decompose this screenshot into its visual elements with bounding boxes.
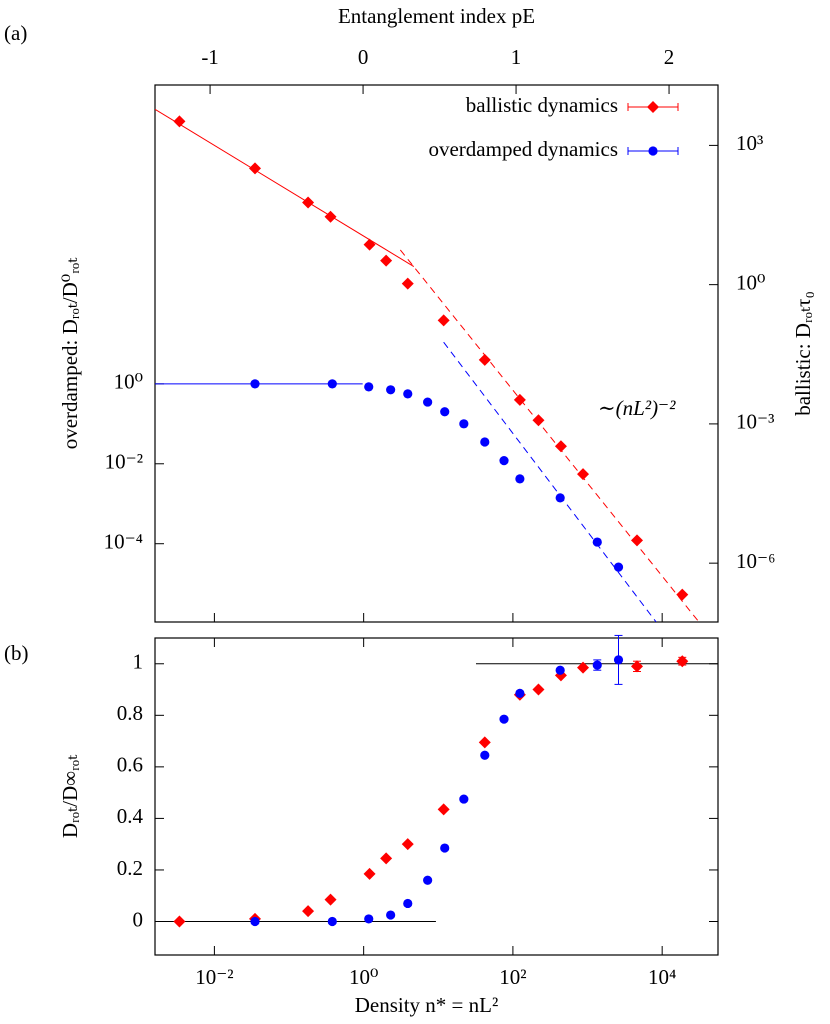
- diamond-marker: [577, 661, 590, 674]
- y2-axis-label: ballistic: Dᵣₒₜτ₀: [791, 291, 815, 416]
- diamond-marker: [363, 867, 376, 880]
- circle-marker: [459, 419, 469, 429]
- circle-marker: [327, 916, 337, 927]
- legend-marker: [647, 101, 659, 113]
- panel-label: (a): [4, 21, 27, 45]
- diamond-marker: [513, 393, 526, 406]
- x-tick-label: 10⁴: [648, 965, 676, 989]
- y-tick-label: 10⁻²: [105, 450, 143, 474]
- x-tick-label: 10⁰: [349, 965, 378, 989]
- circle-marker: [364, 914, 374, 924]
- circle-marker: [459, 794, 469, 804]
- legend-marker: [648, 146, 658, 156]
- diamond-marker: [401, 838, 414, 851]
- diamond-marker: [324, 210, 337, 223]
- plot-frame: [154, 637, 719, 956]
- y-tick-label: 0.4: [117, 804, 144, 828]
- fit-line: [155, 108, 415, 268]
- y-tick-label: 0.6: [117, 753, 143, 777]
- x2-tick-label: 1: [511, 45, 522, 69]
- circle-marker: [440, 407, 450, 417]
- diamond-marker: [401, 277, 414, 290]
- diamond-marker: [380, 254, 393, 267]
- y-tick-label: 10⁻⁴: [104, 530, 143, 554]
- x2-tick-label: 0: [358, 45, 369, 69]
- top-axis-label: Entanglement index pE: [338, 4, 535, 28]
- circle-marker: [515, 688, 525, 699]
- diamond-marker: [302, 905, 315, 918]
- panel-label: (b): [4, 641, 29, 665]
- diamond-marker: [248, 162, 261, 175]
- fit-line: [399, 249, 700, 622]
- annotation: ∼(nL²)⁻²: [598, 396, 676, 420]
- circle-marker: [592, 537, 602, 547]
- x-axis-label: Density n* = nL²: [355, 993, 499, 1017]
- diamond-marker: [437, 803, 450, 816]
- circle-marker: [423, 397, 433, 407]
- y-tick-label: 1: [133, 650, 144, 674]
- diamond-marker: [630, 660, 643, 673]
- circle-marker: [403, 389, 413, 399]
- circle-marker: [555, 665, 565, 675]
- circle-marker: [250, 916, 260, 927]
- circle-marker: [386, 385, 396, 395]
- legend-label: ballistic dynamics: [466, 93, 618, 117]
- circle-marker: [592, 660, 602, 670]
- y-axis-label: overdamped: Dᵣₒₜ/D⁰ᵣₒₜ: [58, 257, 82, 449]
- diamond-marker: [630, 534, 643, 547]
- diamond-marker: [577, 468, 590, 481]
- circle-marker: [480, 750, 490, 760]
- y-tick-label: 10⁰: [114, 370, 143, 394]
- circle-marker: [515, 474, 525, 484]
- y-axis-label: Dᵣₒₜ/D∞ᵣₒₜ: [58, 754, 82, 838]
- circle-marker: [403, 898, 413, 909]
- x2-tick-label: 2: [664, 45, 675, 69]
- y2-tick-label: 10³: [736, 131, 763, 155]
- diamond-marker: [532, 683, 545, 696]
- circle-marker: [440, 843, 450, 853]
- fit-line: [443, 341, 657, 622]
- circle-marker: [423, 875, 433, 885]
- circle-marker: [327, 379, 337, 389]
- diamond-marker: [676, 655, 689, 668]
- diamond-marker: [363, 238, 376, 251]
- diamond-marker: [532, 414, 545, 427]
- circle-marker: [364, 382, 374, 392]
- diamond-marker: [302, 196, 315, 209]
- y2-tick-label: 10⁻⁶: [736, 549, 775, 573]
- diamond-marker: [437, 314, 450, 327]
- y2-tick-label: 10⁰: [736, 270, 765, 294]
- circle-marker: [555, 493, 565, 503]
- y-tick-label: 0.8: [117, 701, 143, 725]
- diamond-marker: [380, 852, 393, 865]
- x-tick-label: 10²: [499, 965, 526, 989]
- circle-marker: [480, 437, 490, 447]
- diamond-marker: [676, 588, 689, 601]
- circle-marker: [499, 714, 509, 724]
- circle-marker: [386, 910, 396, 920]
- legend-label: overdamped dynamics: [428, 137, 618, 161]
- plot-frame: [154, 84, 719, 623]
- circle-marker: [499, 456, 509, 466]
- diamond-marker: [173, 115, 186, 128]
- y-tick-label: 0.2: [117, 856, 143, 880]
- circle-marker: [613, 655, 624, 665]
- circle-marker: [613, 562, 624, 572]
- diamond-marker: [324, 893, 337, 906]
- diamond-marker: [554, 440, 567, 453]
- diamond-marker: [173, 915, 186, 928]
- x2-tick-label: -1: [201, 45, 219, 69]
- diamond-marker: [478, 736, 491, 749]
- diamond-marker: [478, 353, 491, 366]
- y-tick-label: 0: [133, 907, 144, 931]
- circle-marker: [250, 379, 260, 389]
- x-tick-label: 10⁻²: [195, 965, 233, 989]
- y2-tick-label: 10⁻³: [736, 410, 774, 434]
